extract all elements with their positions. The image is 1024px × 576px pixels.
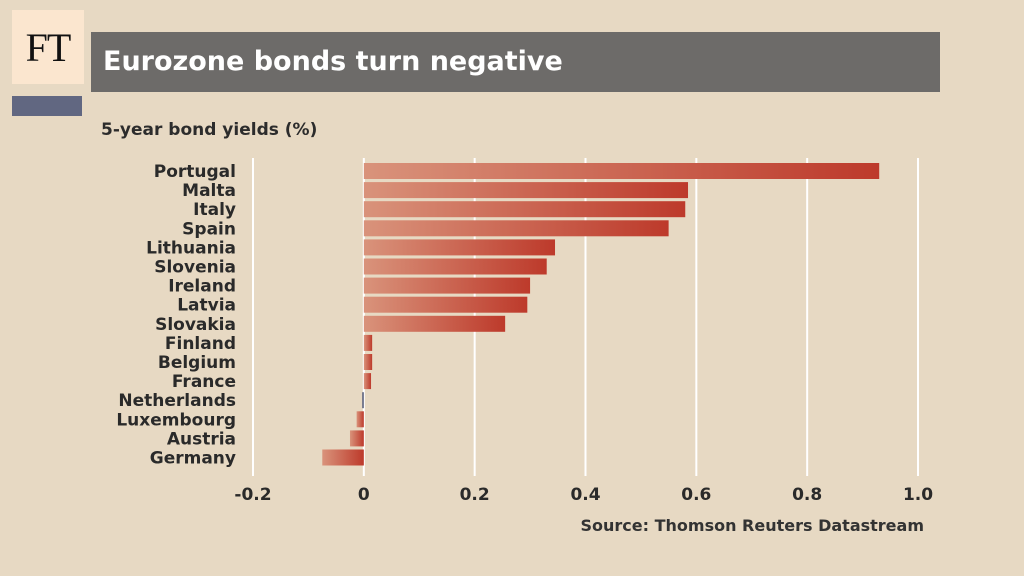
category-label: Netherlands: [118, 391, 236, 411]
bar-belgium: [363, 354, 373, 370]
category-label: Italy: [193, 200, 236, 220]
chart-title: Eurozone bonds turn negative: [103, 46, 563, 77]
bar-ireland: [363, 277, 531, 294]
bar-slovenia: [363, 258, 547, 275]
category-label: Spain: [182, 219, 236, 239]
category-label: France: [172, 372, 236, 392]
bar-slovakia: [363, 315, 506, 332]
bar-luxembourg: [356, 411, 364, 428]
bar-austria: [349, 430, 364, 447]
x-tick-label: 0.4: [570, 485, 600, 505]
category-label: Ireland: [168, 277, 236, 297]
category-label: Malta: [182, 181, 236, 201]
x-tick-label: 0.8: [792, 485, 822, 505]
category-label: Finland: [165, 334, 236, 354]
ft-logo: FT: [12, 10, 84, 84]
category-label: Latvia: [177, 296, 236, 316]
bar-italy: [363, 201, 686, 218]
bar-lithuania: [363, 239, 556, 256]
bar-germany: [322, 449, 364, 466]
bar-spain: [363, 220, 669, 237]
source-note: Source: Thomson Reuters Datastream: [580, 516, 925, 535]
bar-latvia: [363, 296, 528, 313]
bar-portugal: [363, 163, 880, 179]
category-label: Belgium: [158, 353, 236, 373]
category-label: Lithuania: [146, 238, 236, 258]
title-bar: Eurozone bonds turn negative: [91, 32, 940, 92]
x-tick-label: 0: [358, 485, 370, 505]
category-label: Portugal: [154, 162, 236, 182]
category-label: Slovakia: [155, 315, 236, 335]
category-label: Austria: [167, 429, 236, 449]
x-tick-label: 0.6: [681, 485, 711, 505]
bar-france: [363, 373, 372, 390]
category-label: Luxembourg: [116, 410, 236, 430]
x-tick-label: -0.2: [234, 485, 271, 505]
bar-malta: [363, 182, 689, 199]
category-label: Germany: [150, 449, 236, 469]
accent-bar: [12, 96, 82, 116]
category-label: Slovenia: [154, 258, 236, 278]
bar-finland: [363, 334, 373, 351]
bar-netherlands: [362, 392, 364, 409]
chart-subtitle: 5-year bond yields (%): [101, 120, 318, 140]
x-tick-label: 1.0: [903, 485, 933, 505]
x-tick-label: 0.2: [460, 485, 490, 505]
